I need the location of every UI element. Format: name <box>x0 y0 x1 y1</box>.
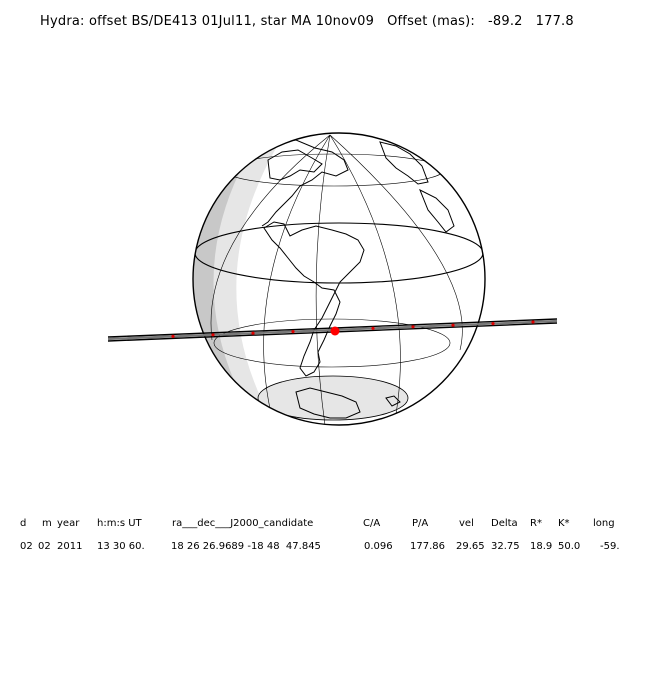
table-value-row: 02 02 2011 13 30 60. 18 26 26.9689 -18 4… <box>0 541 645 555</box>
latitude-line-south <box>213 318 451 368</box>
value-pa: 177.86 <box>410 541 445 552</box>
header-time: h:m:s UT <box>97 518 142 529</box>
meridian-line-3 <box>329 134 401 421</box>
coastlines <box>261 139 455 419</box>
table-header-row: d m year h:m:s UT ra___dec___J2000_candi… <box>0 518 645 532</box>
header-vel: vel <box>459 518 474 529</box>
meridian-line-4 <box>329 134 463 351</box>
value-day: 02 <box>20 541 33 552</box>
track-dot <box>371 326 375 330</box>
twilight-region <box>213 143 279 415</box>
occultation-globe-diagram <box>107 132 558 426</box>
plot-title: Hydra: offset BS/DE413 01Jul11, star MA … <box>40 14 574 29</box>
track-dot <box>251 331 255 335</box>
antarctica-coast <box>295 387 361 419</box>
header-month: m <box>42 518 52 529</box>
value-time: 13 30 60. <box>97 541 145 552</box>
track-dot <box>451 323 455 327</box>
north-america-coast <box>261 139 349 227</box>
meridian-line-5 <box>210 134 331 341</box>
value-vel: 29.65 <box>456 541 485 552</box>
occultation-track <box>107 318 558 342</box>
header-day: d <box>20 518 27 529</box>
europe-coast <box>379 141 429 185</box>
africa-coast <box>419 188 455 233</box>
occultation-center-point <box>330 326 340 336</box>
south-polar-region <box>257 375 409 421</box>
track-dot <box>291 330 295 334</box>
value-delta: 32.75 <box>491 541 520 552</box>
value-ca: 0.096 <box>364 541 393 552</box>
value-radec: 18 26 26.9689 -18 48 47.845 <box>171 541 321 552</box>
track-dot <box>411 325 415 329</box>
header-year: year <box>57 518 80 529</box>
value-long: -59. <box>600 541 620 552</box>
header-ca: C/A <box>363 518 381 529</box>
track-dot <box>211 333 215 337</box>
header-pa: P/A <box>412 518 429 529</box>
value-month: 02 <box>38 541 51 552</box>
earth-disk <box>193 133 485 425</box>
value-rstar: 18.9 <box>530 541 553 552</box>
track-dot <box>491 322 495 326</box>
north-america-interior <box>267 149 323 181</box>
header-kstar: K* <box>558 518 570 529</box>
south-america-coast <box>263 221 365 377</box>
meridian-line-2 <box>263 134 331 419</box>
night-shading <box>193 133 409 425</box>
header-long: long <box>593 518 615 529</box>
globe-outline <box>192 132 486 426</box>
track-dot <box>171 334 175 338</box>
header-radec: ra___dec___J2000_candidate <box>172 518 314 529</box>
header-rstar: R* <box>530 518 542 529</box>
value-kstar: 50.0 <box>558 541 581 552</box>
value-year: 2011 <box>57 541 83 552</box>
track-dot <box>531 320 535 324</box>
island-outline <box>385 395 401 407</box>
header-delta: Delta <box>491 518 518 529</box>
